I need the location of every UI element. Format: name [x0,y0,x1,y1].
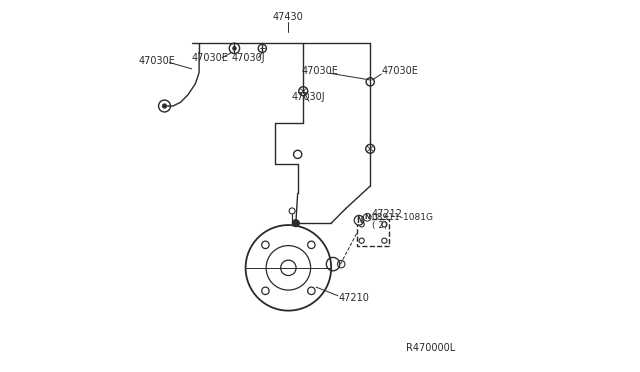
Bar [357,219,389,246]
Text: 47030J: 47030J [232,53,266,62]
Text: 47212: 47212 [371,209,403,219]
Circle shape [354,215,364,225]
Text: 47030E: 47030E [381,67,419,76]
Text: 47430: 47430 [272,12,303,22]
Text: R470000L: R470000L [406,343,455,353]
Text: 47030J: 47030J [292,92,326,102]
Text: 47030E: 47030E [192,53,228,62]
Text: 47210: 47210 [339,293,369,302]
Circle shape [232,46,236,50]
Text: N: N [356,216,362,225]
Text: 47030E: 47030E [301,67,339,76]
Text: 08911-1081G: 08911-1081G [372,213,434,222]
Circle shape [292,219,300,227]
Text: ( 2): ( 2) [372,221,387,230]
Circle shape [163,104,167,108]
Text: N: N [364,214,370,220]
Text: 47030E: 47030E [139,57,175,66]
